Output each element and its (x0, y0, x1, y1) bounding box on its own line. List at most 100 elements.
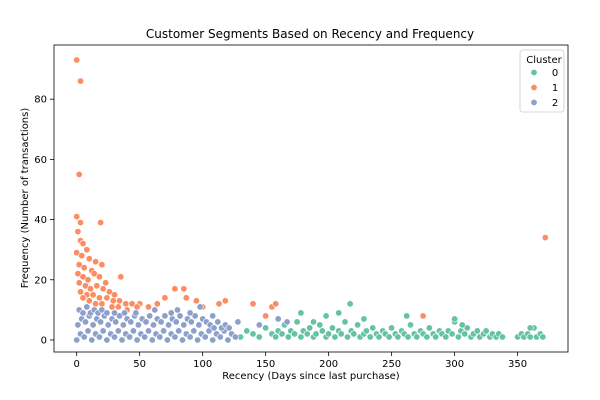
data-point-cluster-2 (255, 321, 263, 329)
data-point-cluster-2 (150, 321, 158, 329)
data-point-cluster-2 (121, 309, 129, 317)
data-point-cluster-0 (346, 300, 354, 308)
data-point-cluster-0 (243, 327, 251, 335)
data-point-cluster-2 (180, 321, 188, 329)
data-point-cluster-1 (116, 297, 124, 305)
data-point-cluster-0 (297, 333, 305, 341)
data-point-cluster-2 (79, 309, 87, 317)
data-point-cluster-1 (80, 264, 88, 272)
data-point-cluster-1 (249, 300, 257, 308)
legend-marker-cluster-0 (530, 69, 538, 77)
data-point-cluster-0 (388, 324, 396, 332)
data-point-cluster-0 (312, 330, 320, 338)
data-point-cluster-1 (92, 300, 100, 308)
data-point-cluster-0 (458, 321, 466, 329)
data-point-cluster-2 (165, 321, 173, 329)
legend-label-cluster-2: 2 (552, 98, 558, 109)
data-point-cluster-1 (180, 285, 188, 293)
legend-label-cluster-1: 1 (552, 83, 558, 94)
data-point-cluster-0 (403, 312, 411, 320)
data-point-cluster-2 (83, 303, 91, 311)
y-tick-label: 20 (34, 275, 47, 286)
data-point-cluster-1 (145, 303, 153, 311)
data-point-cluster-2 (172, 318, 180, 326)
data-point-cluster-2 (84, 327, 92, 335)
data-point-cluster-2 (163, 336, 171, 344)
data-point-cluster-1 (272, 300, 280, 308)
data-point-cluster-1 (109, 297, 117, 305)
data-point-cluster-1 (95, 273, 103, 281)
x-tick-label: 350 (508, 359, 527, 370)
data-point-cluster-1 (103, 294, 111, 302)
data-point-cluster-2 (216, 333, 224, 341)
data-point-cluster-2 (134, 321, 142, 329)
data-point-cluster-0 (404, 333, 412, 341)
data-point-cluster-0 (539, 333, 547, 341)
data-point-cluster-2 (194, 336, 202, 344)
data-point-cluster-0 (354, 321, 362, 329)
data-point-cluster-2 (224, 336, 232, 344)
data-point-cluster-2 (103, 336, 111, 344)
data-point-cluster-2 (126, 333, 134, 341)
data-point-cluster-0 (322, 312, 330, 320)
data-point-cluster-2 (190, 327, 198, 335)
x-tick-label: 250 (382, 359, 401, 370)
data-point-cluster-0 (341, 318, 349, 326)
chart-title: Customer Segments Based on Recency and F… (146, 27, 474, 41)
data-point-cluster-2 (156, 333, 164, 341)
data-point-cluster-1 (419, 312, 427, 320)
x-tick-label: 50 (133, 359, 146, 370)
data-point-cluster-2 (167, 309, 175, 317)
data-point-cluster-0 (413, 333, 421, 341)
data-point-cluster-1 (192, 297, 200, 305)
data-point-cluster-0 (425, 324, 433, 332)
data-point-cluster-1 (541, 234, 549, 242)
data-point-cluster-2 (225, 324, 233, 332)
data-point-cluster-0 (316, 321, 324, 329)
data-point-cluster-0 (318, 327, 326, 335)
data-point-cluster-0 (375, 333, 383, 341)
data-point-cluster-0 (526, 333, 534, 341)
data-point-cluster-1 (89, 291, 97, 299)
legend-box (519, 49, 565, 113)
data-point-cluster-0 (423, 333, 431, 341)
data-point-cluster-2 (176, 312, 184, 320)
data-point-cluster-2 (99, 327, 107, 335)
data-point-cluster-2 (186, 333, 194, 341)
data-point-cluster-1 (75, 279, 83, 287)
data-point-cluster-1 (99, 285, 107, 293)
data-point-cluster-0 (343, 333, 351, 341)
y-tick-label: 0 (41, 335, 47, 346)
data-point-cluster-1 (92, 258, 100, 266)
data-point-cluster-0 (369, 324, 377, 332)
data-point-cluster-2 (97, 318, 105, 326)
data-point-cluster-2 (160, 327, 168, 335)
data-point-cluster-0 (272, 333, 280, 341)
data-point-cluster-1 (74, 270, 82, 278)
data-point-cluster-2 (179, 336, 187, 344)
data-point-cluster-1 (85, 297, 93, 305)
data-point-cluster-0 (366, 333, 374, 341)
data-point-cluster-2 (175, 327, 183, 335)
data-point-cluster-1 (85, 255, 93, 263)
data-point-cluster-1 (78, 252, 86, 260)
data-point-cluster-2 (119, 321, 127, 329)
data-point-cluster-1 (122, 300, 130, 308)
data-point-cluster-0 (262, 324, 270, 332)
data-point-cluster-0 (306, 324, 314, 332)
data-point-cluster-0 (473, 327, 481, 335)
data-point-cluster-1 (73, 213, 81, 221)
data-point-cluster-2 (210, 324, 218, 332)
data-point-cluster-1 (74, 228, 82, 236)
data-point-cluster-2 (111, 333, 119, 341)
x-axis-ticks: 0 50 100 150 200 250 300 350 (73, 352, 527, 370)
data-point-cluster-1 (73, 56, 81, 64)
data-point-cluster-0 (278, 330, 286, 338)
data-point-cluster-2 (111, 309, 119, 317)
y-tick-label: 40 (34, 215, 47, 226)
data-point-cluster-2 (214, 318, 222, 326)
data-point-cluster-0 (255, 333, 263, 341)
data-point-cluster-1 (98, 261, 106, 269)
data-point-cluster-1 (84, 276, 92, 284)
